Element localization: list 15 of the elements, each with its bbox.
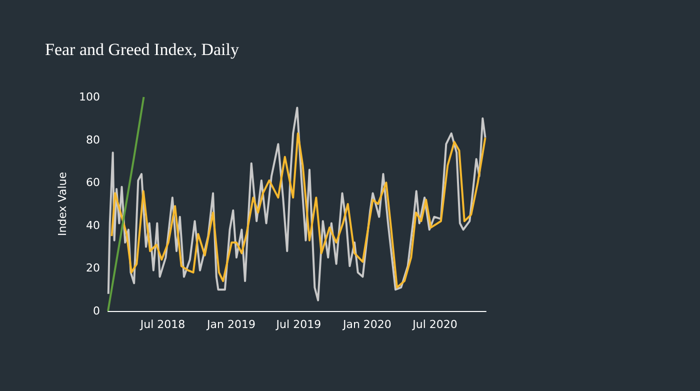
x-tick-label: Jul 2020 xyxy=(412,318,458,331)
line-series xyxy=(107,106,486,302)
y-tick-label: 80 xyxy=(86,133,100,146)
chart-title: Fear and Greed Index, Daily xyxy=(45,40,240,59)
y-tick-label: 100 xyxy=(79,90,100,104)
y-tick-label: 0 xyxy=(93,304,100,318)
y-tick-label: 60 xyxy=(86,176,100,190)
y-tick-label: 40 xyxy=(86,218,100,232)
x-tick-label: Jul 2019 xyxy=(275,318,322,331)
x-tick-label: Jan 2019 xyxy=(206,318,256,331)
y-tick-label: 20 xyxy=(86,262,100,275)
y-axis-title: Index Value xyxy=(56,172,70,236)
x-tick-label: Jul 2018 xyxy=(139,318,186,331)
line-series xyxy=(110,132,486,288)
x-tick-label: Jan 2020 xyxy=(342,318,392,331)
